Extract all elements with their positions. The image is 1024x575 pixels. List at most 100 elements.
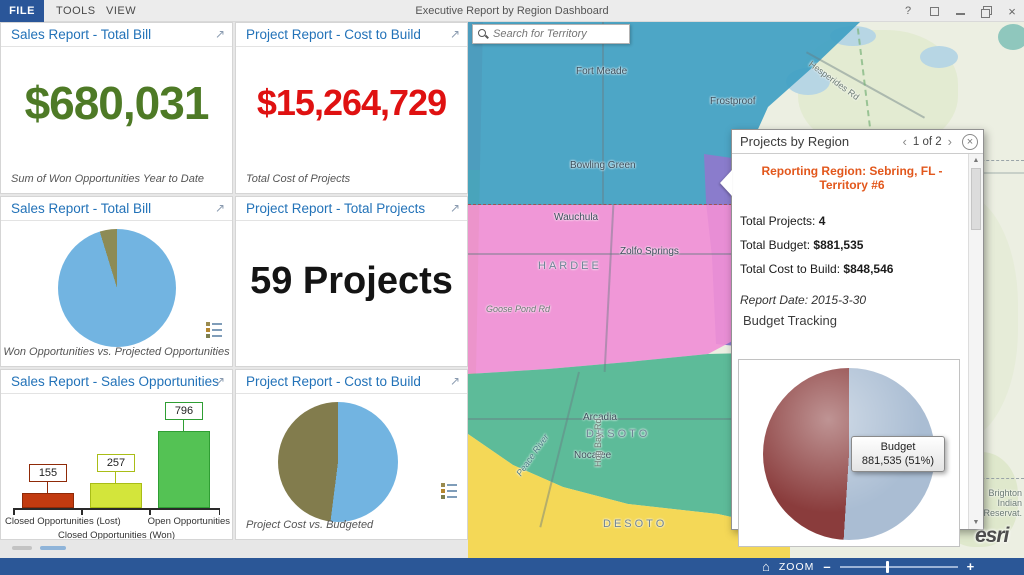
tile-header: Project Report - Cost to Build ↗ [236,370,467,394]
fullscreen-icon[interactable] [928,5,940,17]
map-toolbar: ⌂ ZOOM – + [0,558,1024,575]
kpi-value: 59 Projects [250,260,453,302]
expand-icon[interactable]: ↗ [449,27,460,41]
tab-view[interactable]: VIEW [106,5,137,17]
tile-title: Sales Report - Total Bill [11,27,152,42]
territory-pink[interactable] [468,205,742,374]
map-label-nocatee: Nocatee [574,450,612,461]
search-input[interactable] [493,28,624,40]
zoom-controls: ⌂ ZOOM – + [762,558,974,575]
stat-value: 4 [818,214,826,228]
map-lake [998,24,1024,50]
stat-total-cost: Total Cost to Build: $848,546 [740,262,964,276]
reporting-region-title: Reporting Region: Sebring, FL - Territor… [761,164,943,192]
stat-value: $848,546 [843,262,894,276]
tile-caption: Project Cost vs. Budgeted [246,519,374,531]
popup-body: Reporting Region: Sebring, FL - Territor… [732,154,968,547]
map-label-desoto-county-2: DESOTO [603,518,668,530]
help-icon[interactable]: ? [904,5,912,17]
zoom-label: ZOOM [778,560,815,573]
kpi-value: $680,031 [24,77,210,129]
bar-chart[interactable]: 155 257 796 [13,398,220,515]
expand-icon[interactable]: ↗ [449,201,460,215]
bar-connector [47,482,48,493]
page-indicator: 1 of 2 [912,135,942,148]
tile-header: Project Report - Cost to Build ↗ [236,23,467,47]
territory-map[interactable]: Fort Meade Frostproof Bowling Green Wauc… [468,22,1024,558]
tile-sales-opportunities-bar: Sales Report - Sales Opportunities ↗ 155… [0,369,233,540]
bar-connector [115,472,116,483]
stat-label: Total Projects: [740,214,819,228]
prev-page-icon[interactable]: ‹ [902,134,907,149]
tile-title: Sales Report - Sales Opportunities [11,374,219,389]
popup-close-icon[interactable]: × [962,133,978,150]
stat-total-projects: Total Projects: 4 [740,214,964,228]
zoom-slider[interactable] [839,560,958,573]
search-icon [478,28,489,40]
tooltip-value: 881,535 (51%) [861,455,935,467]
tile-header: Sales Report - Total Bill ↗ [1,23,232,47]
bar-closed-lost[interactable]: 155 [15,408,81,508]
scroll-down-icon[interactable]: ▼ [972,519,980,526]
popup-scrollbar[interactable]: ▲ ▼ [968,154,983,529]
pager-dot-active[interactable] [40,546,66,550]
bar[interactable] [22,493,74,508]
stat-label: Total Budget: [740,238,814,252]
map-label-goose-pond-rd: Goose Pond Rd [486,304,551,314]
restore-glyph [981,6,992,18]
territory-search-box[interactable] [472,24,630,44]
restore-icon[interactable] [980,5,992,18]
scroll-thumb[interactable] [971,168,981,230]
popup-header: Projects by Region ‹ 1 of 2 › × [732,130,983,154]
stat-value: $881,535 [813,238,864,252]
map-label-desoto-county: DESOTO [586,428,651,440]
tile-title: Project Report - Cost to Build [246,374,421,389]
legend-icon[interactable] [441,483,458,501]
bar[interactable] [158,431,210,508]
expand-icon[interactable]: ↗ [449,374,460,388]
bar[interactable] [90,483,142,508]
tile-header: Sales Report - Sales Opportunities ↗ [1,370,232,394]
zoom-in-icon[interactable]: + [966,558,975,574]
report-date: Report Date: 2015-3-30 [740,293,867,307]
legend-icon[interactable] [206,322,223,340]
map-label-fort-meade: Fort Meade [576,66,628,77]
tile-caption: Sum of Won Opportunities Year to Date [11,173,205,185]
tile-project-cost-kpi: Project Report - Cost to Build ↗ $15,264… [235,22,468,194]
map-lake [920,46,958,68]
scroll-up-icon[interactable]: ▲ [972,157,980,164]
next-page-icon[interactable]: › [947,134,952,149]
bar-closed-won[interactable]: 257 [83,408,149,508]
expand-icon[interactable]: ↗ [214,27,225,41]
zoom-out-icon[interactable]: – [823,558,831,574]
map-label-hardee-county: HARDEE [538,260,602,272]
expand-icon[interactable]: ↗ [214,374,225,388]
menu-bar: FILE TOOLS VIEW Executive Report by Regi… [0,0,1024,22]
tile-caption: Won Opportunities vs. Projected Opportun… [3,346,230,358]
close-icon[interactable]: × [1008,3,1016,19]
expand-icon[interactable]: ↗ [214,201,225,215]
kpi-value: $15,264,729 [256,82,447,123]
won-opportunities-pie-chart[interactable] [57,229,176,347]
tile-title: Project Report - Total Projects [246,201,426,216]
minimize-glyph [955,13,965,15]
popup-callout-arrow [720,170,732,196]
cost-vs-budget-pie-chart[interactable] [278,402,398,522]
x-label-closed-won: Closed Opportunities (Won) [57,530,176,540]
budget-pie-tooltip: Budget 881,535 (51%) [851,436,945,472]
tab-tools[interactable]: TOOLS [56,5,96,17]
map-label-zolfo-springs: Zolfo Springs [620,246,679,257]
stat-total-budget: Total Budget: $881,535 [740,238,964,252]
zoom-slider-handle[interactable] [885,560,889,573]
pager-dot[interactable] [12,546,32,550]
bar-connector [183,420,184,431]
minimize-icon[interactable] [954,5,966,17]
tooltip-series: Budget [880,441,916,453]
home-icon[interactable]: ⌂ [762,559,770,574]
tile-title: Sales Report - Total Bill [11,201,152,216]
fullscreen-glyph [929,6,939,16]
bar-open[interactable]: 796 [151,402,217,508]
tile-title: Project Report - Cost to Build [246,27,421,42]
tab-file[interactable]: FILE [0,0,44,22]
